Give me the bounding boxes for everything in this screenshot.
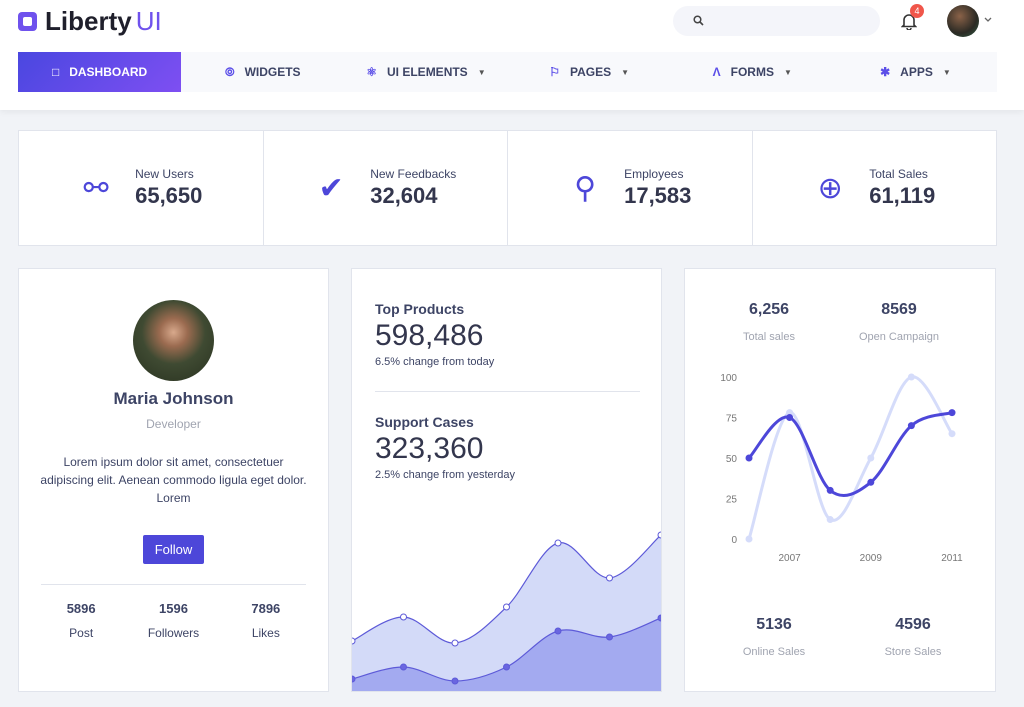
caret-down-icon: ▼	[942, 67, 951, 77]
nav-forms[interactable]: Λ FORMS ▼	[712, 65, 792, 79]
monitor-icon: □	[51, 65, 60, 79]
users-icon: ⚯	[83, 171, 109, 205]
compass-icon: ⦾	[224, 64, 235, 79]
area-point	[606, 574, 613, 582]
flag-icon: ⚐	[549, 65, 560, 79]
total-sales: 6,256 Total sales	[743, 301, 795, 343]
area-point	[352, 637, 356, 645]
line-point	[786, 414, 794, 421]
area-chart	[352, 531, 661, 691]
line-point	[867, 454, 875, 462]
area-point	[451, 639, 459, 647]
x-tick-label: 2011	[941, 553, 963, 564]
crosshair-icon: ⊕	[817, 171, 843, 205]
profile-name: Maria Johnson	[113, 389, 234, 408]
top-products-change: 6.5% change from today	[375, 356, 495, 368]
chevron-down-icon[interactable]	[984, 17, 992, 23]
trophy-icon: ⚲	[574, 171, 597, 205]
stats-card: ⚯ New Users 65,650 ✔ New Feedbacks 32,604 ⚲ E…	[18, 130, 997, 246]
search-icon	[693, 15, 704, 26]
profile-photo	[133, 300, 214, 381]
stat-new-users: ⚯ New Users 65,650	[19, 131, 264, 245]
stat-employees: ⚲ Employees 17,583	[508, 131, 753, 245]
nav-ui-elements[interactable]: ⚛ UI ELEMENTS ▼	[366, 65, 486, 79]
sales-card: 6,256 Total sales 8569 Open Campaign 0 25 50…	[684, 268, 996, 692]
line-series-1	[747, 375, 954, 540]
avatar[interactable]	[947, 5, 979, 37]
area-point	[657, 531, 661, 539]
support-cases-title: Support Cases	[375, 414, 474, 430]
online-sales: 5136 Online Sales	[742, 616, 806, 658]
top-products-title: Top Products	[375, 301, 465, 317]
y-tick-label: 75	[726, 414, 738, 425]
area-series-1	[352, 618, 661, 691]
stat-followers: 1596 Followers	[147, 601, 200, 640]
line-chart: 0 25 50 75 100 2007 2009 2011	[720, 373, 963, 564]
open-campaign: 8569 Open Campaign	[858, 301, 940, 343]
notification-badge: 4	[910, 4, 924, 18]
nav-dashboard[interactable]: □ DASHBOARD	[18, 52, 182, 92]
profile-bio: Lorem ipsum dolor sit amet, consectetuer…	[40, 455, 307, 505]
x-tick-label: 2009	[860, 553, 883, 564]
header: Liberty UI 4 □ DASHBOARD ⦾ WIDGETS ⚛ UI ELEM…	[0, 0, 1024, 110]
area-point	[451, 677, 459, 685]
nav-apps[interactable]: ✱ APPS ▼	[880, 65, 951, 79]
area-point	[400, 613, 407, 621]
profile-role: Developer	[146, 417, 201, 431]
x-tick-label: 2007	[778, 553, 801, 564]
support-cases-change: 2.5% change from yesterday	[375, 469, 516, 481]
line-point	[867, 478, 875, 486]
divider	[41, 584, 306, 585]
y-tick-label: 50	[726, 454, 738, 465]
area-point	[554, 627, 562, 635]
logo-icon	[18, 12, 37, 31]
line-point	[907, 422, 915, 430]
stat-new-feedbacks: ✔ New Feedbacks 32,604	[264, 131, 508, 245]
y-tick-label: 0	[731, 535, 737, 546]
area-point	[606, 633, 613, 641]
divider	[375, 391, 640, 392]
check-circle-icon: ✔	[318, 171, 344, 205]
line-point	[948, 430, 956, 438]
profile-stats: 5896 Post 1596 Followers 7896 Likes	[19, 601, 328, 640]
profile-card: Maria Johnson Developer Lorem ipsum dolo…	[18, 268, 329, 692]
nav-widgets[interactable]: ⦾ WIDGETS	[224, 64, 301, 80]
line-point	[826, 486, 834, 494]
area-point	[352, 675, 356, 683]
caret-down-icon: ▼	[783, 67, 792, 77]
area-point	[554, 539, 562, 547]
line-point	[948, 409, 956, 417]
products-card: Top Products 598,486 6.5% change from to…	[351, 268, 662, 692]
support-cases-value: 323,360	[375, 432, 484, 465]
line-point	[745, 454, 753, 462]
follow-button[interactable]: Follow	[142, 535, 205, 564]
main-nav: □ DASHBOARD ⦾ WIDGETS ⚛ UI ELEMENTS ▼ ⚐ PAGES…	[18, 52, 997, 92]
stat-post: 5896 Post	[66, 601, 96, 640]
atom-icon: ⚛	[366, 65, 378, 79]
stat-total-sales: ⊕ Total Sales 61,119	[753, 131, 997, 245]
nav-pages[interactable]: ⚐ PAGES ▼	[549, 65, 629, 79]
area-point	[503, 603, 510, 611]
line-point	[745, 535, 753, 543]
line-point	[826, 516, 834, 524]
asterisk-icon: ✱	[880, 65, 891, 79]
store-sales: 4596 Store Sales	[884, 616, 942, 658]
area-point	[400, 663, 407, 671]
caret-down-icon: ▼	[621, 67, 629, 77]
area-point	[503, 663, 510, 671]
line-point	[786, 409, 794, 417]
caret-down-icon: ▼	[477, 67, 486, 77]
line-point	[907, 373, 915, 381]
area-point	[657, 614, 661, 622]
stat-likes: 7896 Likes	[251, 601, 281, 640]
y-tick-label: 25	[726, 495, 738, 506]
y-tick-label: 100	[720, 373, 737, 384]
logo[interactable]: Liberty UI	[18, 6, 162, 37]
search-input[interactable]	[673, 6, 880, 36]
top-products-value: 598,486	[375, 319, 484, 352]
compass-drafting-icon: Λ	[712, 65, 721, 79]
